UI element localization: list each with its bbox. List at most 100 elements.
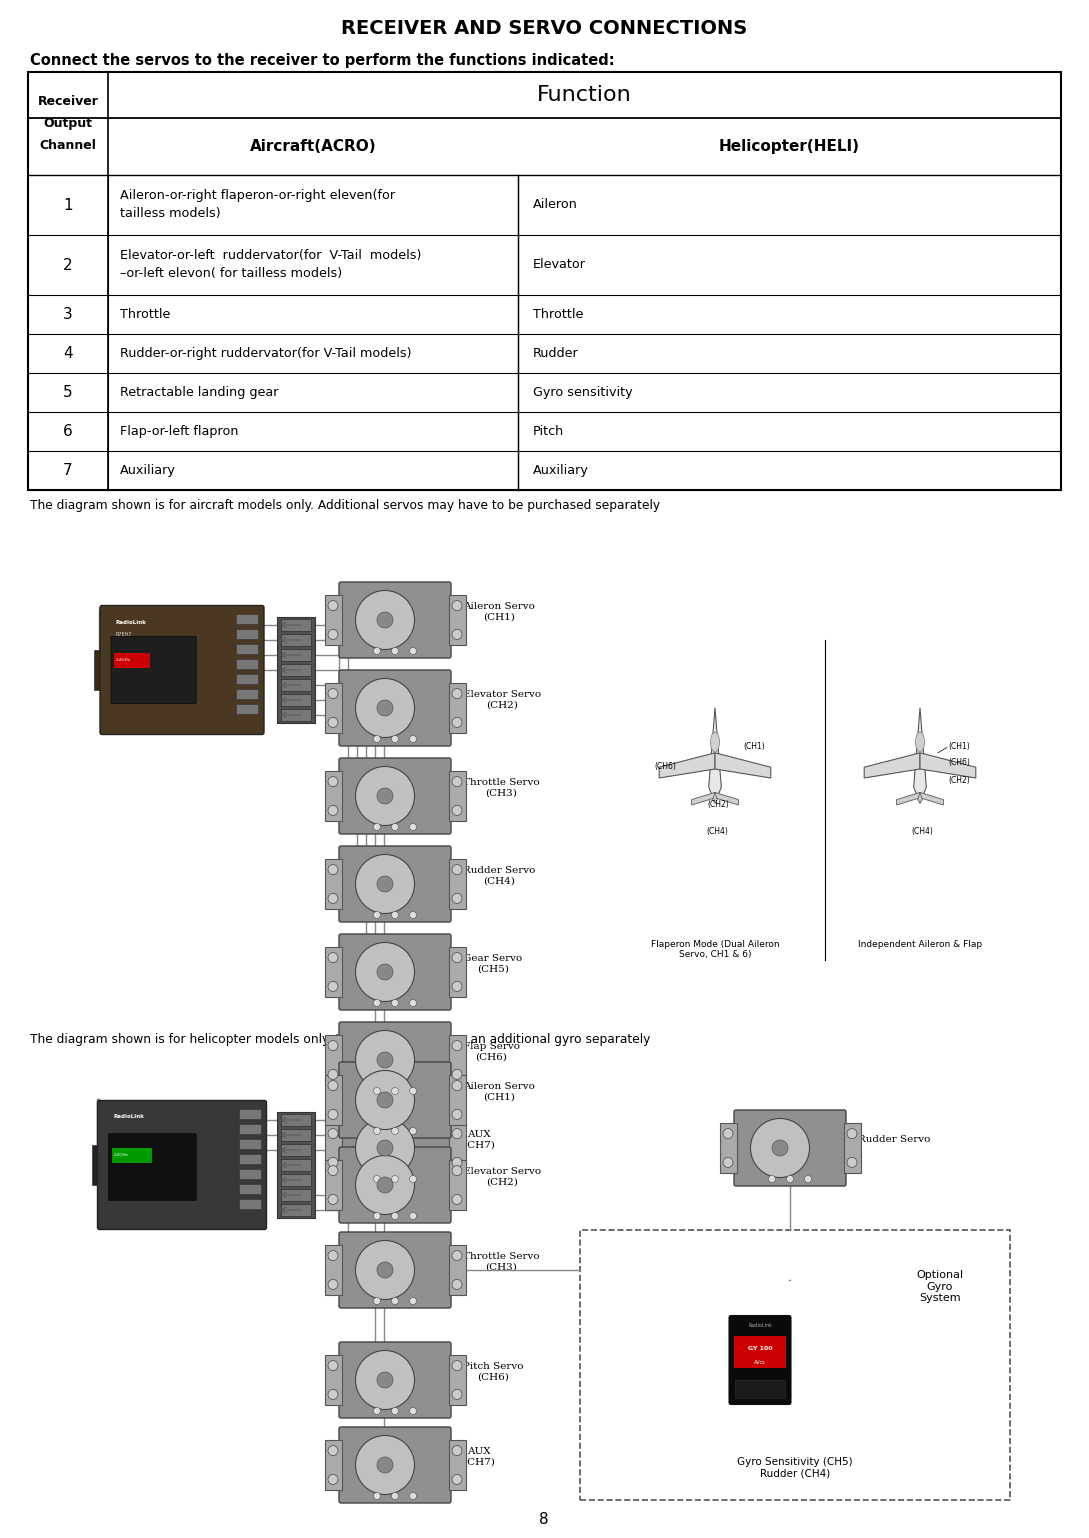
Ellipse shape bbox=[355, 591, 415, 649]
FancyBboxPatch shape bbox=[98, 1101, 267, 1229]
Bar bbox=[28, 72, 1061, 491]
FancyBboxPatch shape bbox=[734, 1110, 846, 1186]
Circle shape bbox=[374, 647, 380, 655]
Circle shape bbox=[805, 1175, 811, 1183]
Bar bbox=[449, 1244, 466, 1295]
Text: 5: 5 bbox=[63, 384, 73, 400]
Text: Rudder: Rudder bbox=[533, 348, 578, 360]
Circle shape bbox=[409, 1298, 416, 1304]
Circle shape bbox=[328, 1280, 338, 1289]
Bar bbox=[111, 1147, 151, 1163]
FancyBboxPatch shape bbox=[339, 758, 451, 834]
Ellipse shape bbox=[355, 1070, 415, 1129]
Circle shape bbox=[786, 1175, 794, 1183]
Circle shape bbox=[392, 1127, 399, 1135]
Text: Auxiliary: Auxiliary bbox=[533, 464, 589, 477]
Circle shape bbox=[374, 1000, 380, 1006]
Bar bbox=[238, 1198, 260, 1209]
Text: 4: 4 bbox=[63, 346, 73, 361]
FancyBboxPatch shape bbox=[339, 1427, 451, 1503]
Text: Elevator Servo
(CH2): Elevator Servo (CH2) bbox=[463, 1167, 541, 1187]
Bar bbox=[449, 771, 466, 821]
Bar bbox=[281, 1129, 311, 1141]
Circle shape bbox=[409, 1127, 416, 1135]
Circle shape bbox=[452, 981, 462, 992]
Bar bbox=[325, 1123, 342, 1173]
Text: RadioLink: RadioLink bbox=[748, 1323, 772, 1327]
Polygon shape bbox=[920, 792, 943, 804]
Circle shape bbox=[392, 912, 399, 918]
Text: (CH2): (CH2) bbox=[949, 775, 970, 784]
FancyBboxPatch shape bbox=[339, 846, 451, 921]
Text: Gear Servo
(CH5): Gear Servo (CH5) bbox=[463, 954, 523, 974]
Circle shape bbox=[377, 964, 393, 980]
Circle shape bbox=[392, 1087, 399, 1095]
Circle shape bbox=[452, 1361, 462, 1370]
Circle shape bbox=[409, 912, 416, 918]
Circle shape bbox=[452, 1166, 462, 1175]
Text: 8: 8 bbox=[539, 1512, 549, 1527]
Bar bbox=[281, 694, 311, 706]
FancyBboxPatch shape bbox=[111, 637, 196, 703]
Text: Throttle Servo
(CH3): Throttle Servo (CH3) bbox=[463, 1252, 540, 1272]
Circle shape bbox=[452, 1195, 462, 1204]
Text: Function: Function bbox=[537, 85, 632, 105]
Circle shape bbox=[452, 1081, 462, 1090]
Circle shape bbox=[328, 1158, 338, 1167]
Circle shape bbox=[723, 1158, 733, 1167]
Polygon shape bbox=[914, 707, 927, 803]
Text: AUX
(CH7): AUX (CH7) bbox=[463, 1130, 494, 1150]
Circle shape bbox=[452, 1475, 462, 1484]
Circle shape bbox=[374, 1407, 380, 1415]
FancyBboxPatch shape bbox=[729, 1315, 791, 1404]
Circle shape bbox=[769, 1175, 775, 1183]
Text: Gyro sensitivity: Gyro sensitivity bbox=[533, 386, 633, 398]
Circle shape bbox=[328, 1195, 338, 1204]
Text: Independent Aileron & Flap: Independent Aileron & Flap bbox=[858, 940, 982, 949]
Bar bbox=[325, 1355, 342, 1406]
Bar bbox=[449, 947, 466, 997]
FancyBboxPatch shape bbox=[339, 1110, 451, 1186]
Polygon shape bbox=[709, 707, 721, 803]
Circle shape bbox=[328, 1389, 338, 1400]
Circle shape bbox=[452, 1129, 462, 1138]
Bar bbox=[449, 1160, 466, 1210]
Bar bbox=[325, 947, 342, 997]
Bar bbox=[281, 1204, 311, 1217]
Circle shape bbox=[328, 717, 338, 727]
Text: Aileron Servo
(CH1): Aileron Servo (CH1) bbox=[463, 1083, 535, 1101]
Circle shape bbox=[452, 601, 462, 611]
Circle shape bbox=[328, 864, 338, 875]
Ellipse shape bbox=[355, 1118, 415, 1178]
Circle shape bbox=[328, 952, 338, 963]
Circle shape bbox=[452, 894, 462, 903]
Polygon shape bbox=[896, 792, 920, 804]
Circle shape bbox=[328, 806, 338, 815]
Bar bbox=[281, 664, 311, 677]
Text: RECEIVER AND SERVO CONNECTIONS: RECEIVER AND SERVO CONNECTIONS bbox=[341, 18, 747, 37]
Text: Elevator-or-left  ruddervator(for  V-Tail  models)
–or-left elevon( for tailless: Elevator-or-left ruddervator(for V-Tail … bbox=[120, 249, 421, 280]
Circle shape bbox=[452, 1389, 462, 1400]
Ellipse shape bbox=[355, 1155, 415, 1215]
Bar bbox=[325, 1075, 342, 1126]
Text: Throttle: Throttle bbox=[120, 308, 170, 321]
Circle shape bbox=[452, 1109, 462, 1120]
Text: 7: 7 bbox=[63, 463, 73, 478]
Bar bbox=[720, 1123, 737, 1173]
Text: The diagram shown is for aircraft models only. Additional servos may have to be : The diagram shown is for aircraft models… bbox=[30, 498, 660, 512]
Text: Elevator Servo
(CH2): Elevator Servo (CH2) bbox=[463, 691, 541, 709]
Bar bbox=[281, 1114, 311, 1126]
Text: Helicopter(HELI): Helicopter(HELI) bbox=[719, 138, 860, 154]
Circle shape bbox=[452, 864, 462, 875]
Circle shape bbox=[409, 1000, 416, 1006]
Text: (CH4): (CH4) bbox=[706, 827, 727, 835]
Circle shape bbox=[374, 912, 380, 918]
Bar bbox=[238, 1169, 260, 1178]
FancyBboxPatch shape bbox=[339, 934, 451, 1010]
Bar bbox=[449, 595, 466, 646]
Text: Elevator: Elevator bbox=[533, 258, 586, 272]
Text: RadioLink: RadioLink bbox=[113, 1115, 145, 1120]
Circle shape bbox=[452, 952, 462, 963]
Bar bbox=[281, 1160, 311, 1170]
Text: 1: 1 bbox=[63, 197, 73, 212]
